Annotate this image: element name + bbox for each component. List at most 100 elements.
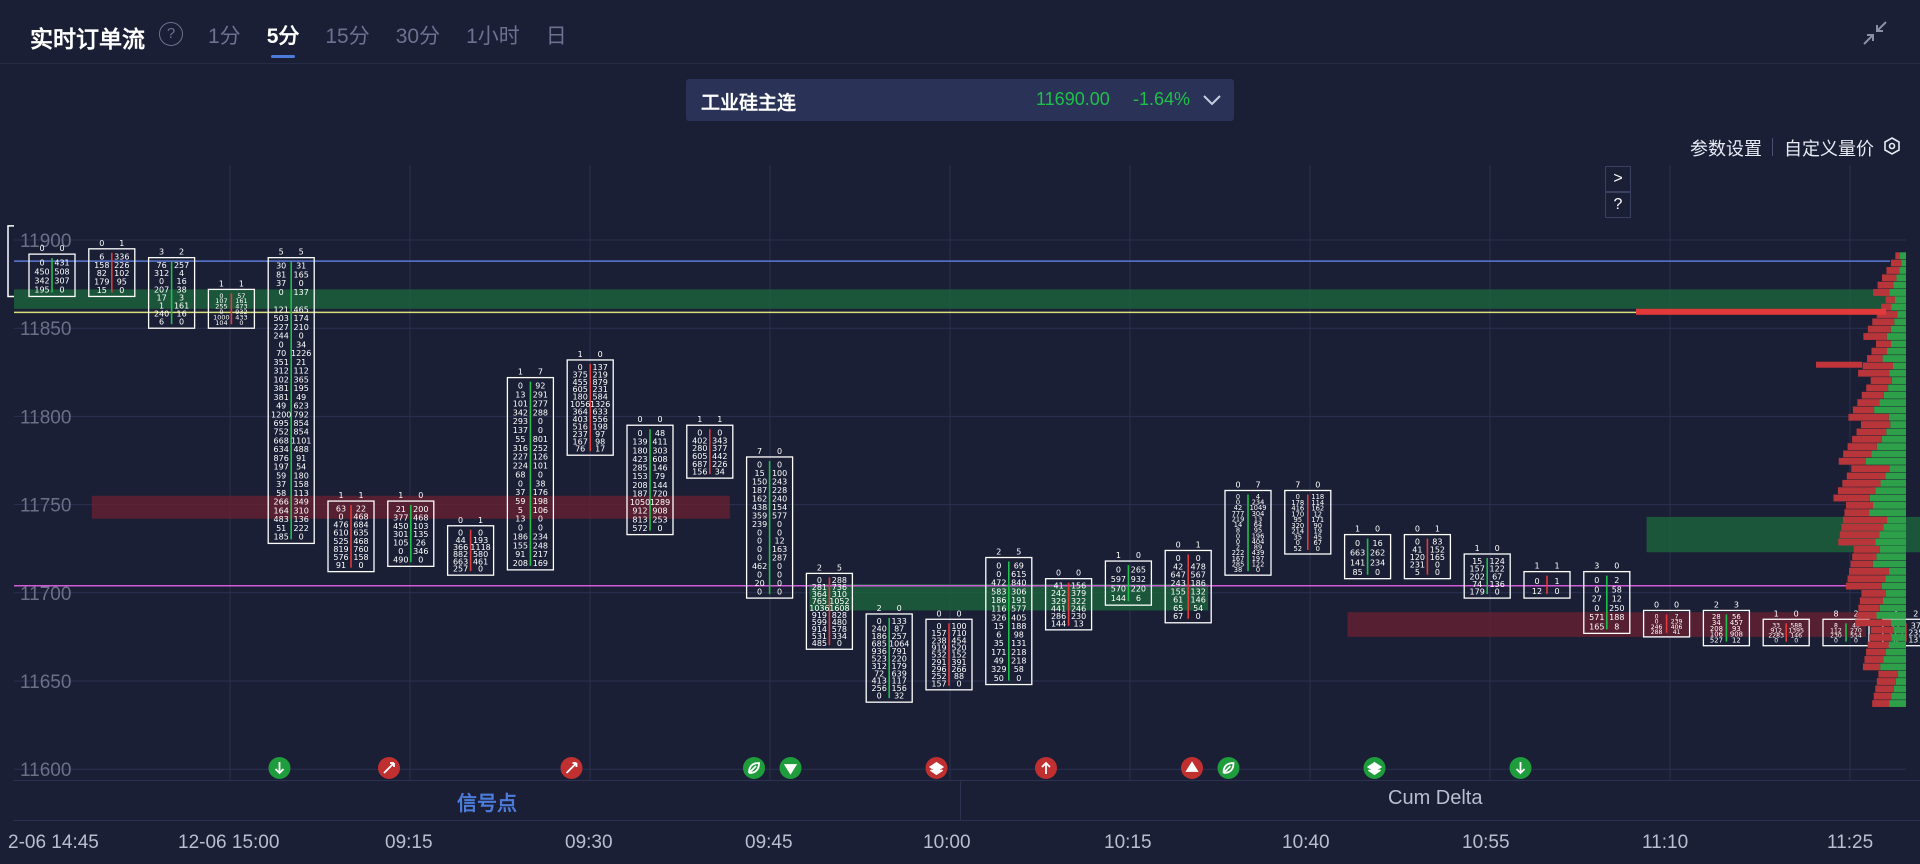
tab-day[interactable]: 日 (545, 25, 567, 48)
bar-bid-value: 359 (752, 511, 767, 520)
custom-volume-link[interactable]: 自定义量价 (1784, 139, 1874, 159)
tab-5min[interactable]: 5分 (267, 20, 299, 58)
profile-buy-bar (1874, 406, 1906, 414)
profile-sell-bar (1890, 259, 1902, 267)
bar-outline (1822, 618, 1870, 647)
tab-1min[interactable]: 1分 (208, 25, 241, 48)
signal-layers-icon[interactable] (925, 757, 948, 779)
chart-help-button[interactable]: ? (1605, 192, 1631, 218)
bar-bid-value: 13 (515, 391, 525, 400)
bar-bid-value: 121 (274, 305, 289, 314)
bar-ask-value: 0 (1196, 612, 1201, 621)
signal-rocket-icon[interactable] (378, 757, 400, 779)
bar-bid-value: 402 (692, 436, 707, 445)
footprint-bar[interactable]: 1 0 0 16 663 262 141 234 85 0 (1343, 525, 1392, 580)
footprint-bar[interactable]: 1 0 15 124 157 122 202 67 74 136 179 0 (1463, 544, 1511, 599)
signal-triangle-up-icon[interactable] (1181, 757, 1203, 779)
bar-ask-value: 0 (179, 318, 184, 327)
tab-cum-delta[interactable]: Cum Delta (1388, 787, 1483, 809)
bar-ask-value: 580 (473, 550, 488, 559)
footprint-bar[interactable]: 7 0 0 118 178 114 416 162 170 12 95 171 320 90 214 19 35… (1284, 480, 1332, 555)
bar-bid-value: 381 (274, 393, 289, 402)
signal-arrow-down-icon[interactable] (268, 757, 291, 779)
bar-ask-value: 0 (299, 332, 304, 341)
bar-bid-value: 230 (1830, 633, 1842, 640)
bar-bid-value: 81 (276, 270, 286, 279)
bar-ask-value: 0 (1854, 638, 1858, 645)
bar-ask-value: 243 (772, 478, 787, 487)
footprint-bar[interactable]: 0 1 0 83 41 152 120 165 231 0 5 0 (1403, 525, 1452, 580)
signal-leaf-icon[interactable] (743, 757, 765, 779)
tab-30min[interactable]: 30分 (395, 25, 441, 48)
bar-ask-value: 12 (1314, 510, 1323, 518)
footprint-bar[interactable]: 0 0 0 48 139 411 180 303 423 608 285 146 153 79 208 144… (626, 415, 674, 536)
bar-bid-value: 137 (513, 426, 528, 435)
bar-top-count: 1 (578, 350, 583, 359)
footprint-bar[interactable]: 0 1 6 336 158 226 82 102 179 95 15 0 (88, 239, 136, 298)
bar-ask-value: 163 (772, 545, 787, 554)
timeframe-tabs: 1分 5分 15分 30分 1小时 日 (208, 20, 593, 58)
gear-icon[interactable] (1882, 136, 1902, 156)
bar-bid-value: 70 (276, 349, 286, 358)
footprint-bar[interactable]: 0 0 0 431 450 508 342 307 195 0 (28, 244, 76, 298)
bar-bid-value: 106 (1710, 631, 1723, 639)
signal-triangle-down-icon[interactable] (779, 757, 802, 779)
bottom-tab-divider (960, 780, 961, 820)
signal-arrow-down-icon[interactable] (1509, 757, 1532, 779)
bar-ask-value: 0 (299, 533, 304, 542)
signal-rocket-icon[interactable] (560, 757, 583, 779)
bar-bid-value: 180 (573, 393, 588, 402)
tab-signals[interactable]: 信号点 (457, 793, 517, 815)
bar-ask-value: 93 (1732, 625, 1741, 633)
footprint-bar[interactable]: 1 10 112 0 (1523, 562, 1571, 599)
bar-ask-value: 608 (652, 455, 667, 464)
tab-15min[interactable]: 15分 (325, 25, 370, 48)
profile-sell-bar (1842, 516, 1888, 524)
bar-ask-value: 633 (593, 408, 608, 417)
param-settings-link[interactable]: 参数设置 (1690, 139, 1762, 159)
help-icon[interactable]: ? (159, 22, 183, 46)
profile-buy-bar (1879, 399, 1906, 406)
tab-1hour[interactable]: 1小时 (466, 25, 520, 48)
footprint-bar[interactable]: 0 0 41 156 242 379 329 322 441 246 286 230 144 13 (1044, 569, 1093, 631)
bar-ask-value: 520 (951, 644, 966, 653)
bar-bid-value: 597 (1111, 575, 1126, 584)
bar-ask-value: 38 (535, 479, 545, 488)
footprint-bar[interactable]: 1 1 0 57 107 161 255 473 0 932 1000 433 104 0 (207, 279, 256, 329)
signal-leaf-icon[interactable] (1217, 757, 1240, 779)
footprint-bar[interactable]: 1 1 63 22 0 468 476 684 610 635 525 468 819 760 576 158… (327, 491, 375, 573)
bar-top-count: 7 (757, 447, 762, 456)
profile-sell-bar (1877, 281, 1894, 289)
bar-outline (28, 253, 76, 298)
bar-bid-value: 63 (336, 505, 346, 514)
next-button[interactable]: > (1605, 166, 1631, 192)
symbol-selector[interactable]: 工业硅主连 11690.00 -1.64% (686, 79, 1234, 121)
profile-sell-bar (1845, 582, 1882, 590)
bar-bid-value: 280 (692, 444, 707, 453)
collapse-icon[interactable] (1862, 20, 1888, 46)
bar-ask-value: 146 (1191, 596, 1206, 605)
footprint-bar[interactable]: 0 7 0 4 0 234 42 1049 777 304 219 13 14 64 8 95 0 196 0 404… (1224, 480, 1272, 576)
footprint-bar[interactable]: 1 0 0 265 597 932 570 220 144 6 (1104, 551, 1153, 606)
footprint-bar[interactable]: 1 7 0 92 13 291 101 277 342 288 293 0 137 0 55 801 316 25… (506, 368, 555, 571)
bar-ask-value: 240 (772, 495, 787, 504)
signal-arrow-up-icon[interactable] (1035, 757, 1057, 779)
signal-layers-icon[interactable] (1363, 757, 1386, 779)
footprint-bar[interactable]: 2 3 28 56 34 457 208 93 106 908 527 12 (1702, 600, 1751, 647)
